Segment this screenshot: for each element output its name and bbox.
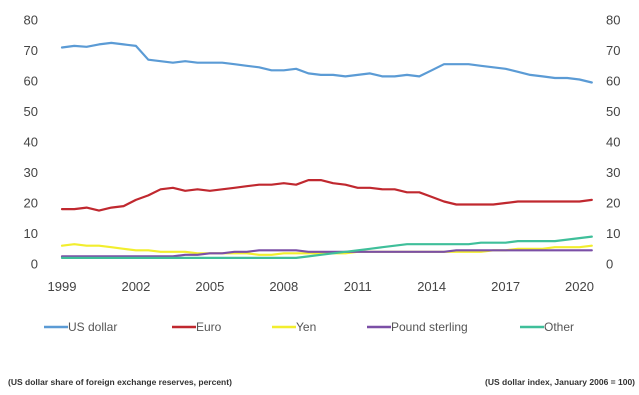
series-line-us-dollar [60, 41, 593, 84]
x-tick-label: 2002 [121, 279, 150, 294]
y-tick-label-right: 10 [606, 226, 620, 241]
y-tick-label-left: 50 [24, 104, 38, 119]
y-tick-label-left: 0 [31, 257, 38, 272]
y-tick-label-left: 30 [24, 165, 38, 180]
x-tick-label: 2017 [491, 279, 520, 294]
x-tick-label: 2005 [195, 279, 224, 294]
x-axis-ticks: 1999 2002 2005 2008 2011 2014 2017 2020 [48, 279, 594, 294]
series-lines [60, 41, 593, 259]
y-tick-label-right: 20 [606, 196, 620, 211]
x-tick-label: 1999 [48, 279, 77, 294]
legend-label: Pound sterling [391, 320, 468, 334]
legend-label: Euro [196, 320, 222, 334]
legend-label: US dollar [68, 320, 117, 334]
series-line-euro [60, 179, 593, 212]
left-axis-note: (US dollar share of foreign exchange res… [8, 377, 232, 387]
series-line-pound-sterling [60, 249, 593, 258]
x-tick-label: 2020 [565, 279, 594, 294]
y-tick-label-right: 30 [606, 165, 620, 180]
series-line-other [60, 235, 593, 259]
y-tick-label-right: 0 [606, 257, 613, 272]
y-tick-label-left: 80 [24, 13, 38, 28]
y-tick-label-left: 40 [24, 135, 38, 150]
right-axis-ticks: 0 10 20 30 40 50 60 70 80 [606, 13, 620, 272]
legend: US dollar Euro Yen Pound sterling Other [44, 320, 574, 334]
x-tick-label: 2008 [269, 279, 298, 294]
legend-label: Other [544, 320, 574, 334]
y-tick-label-right: 40 [606, 135, 620, 150]
y-tick-label-right: 80 [606, 13, 620, 28]
y-tick-label-right: 70 [606, 43, 620, 58]
y-tick-label-left: 20 [24, 196, 38, 211]
y-tick-label-right: 60 [606, 74, 620, 89]
y-tick-label-right: 50 [606, 104, 620, 119]
left-axis-ticks: 0 10 20 30 40 50 60 70 80 [24, 13, 38, 272]
y-tick-label-left: 70 [24, 43, 38, 58]
right-axis-note: (US dollar index, January 2006 = 100) [485, 377, 635, 387]
x-tick-label: 2014 [417, 279, 446, 294]
line-chart: 0 10 20 30 40 50 60 70 80 0 10 20 30 40 50 60 70 80 1999… [24, 13, 621, 335]
x-tick-label: 2011 [344, 279, 372, 294]
y-tick-label-left: 10 [24, 226, 38, 241]
y-tick-label-left: 60 [24, 74, 38, 89]
legend-label: Yen [296, 320, 316, 334]
